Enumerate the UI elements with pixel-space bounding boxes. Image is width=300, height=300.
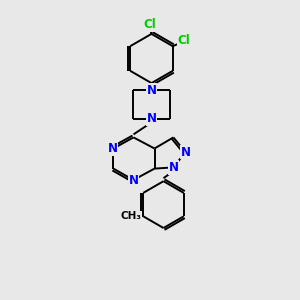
- Text: N: N: [168, 161, 178, 174]
- Text: CH₃: CH₃: [120, 211, 141, 221]
- Text: N: N: [128, 173, 139, 187]
- Text: N: N: [146, 112, 157, 125]
- Text: N: N: [181, 146, 191, 159]
- Text: N: N: [146, 83, 157, 97]
- Text: Cl: Cl: [144, 18, 156, 31]
- Text: N: N: [107, 142, 118, 155]
- Text: Cl: Cl: [178, 34, 190, 47]
